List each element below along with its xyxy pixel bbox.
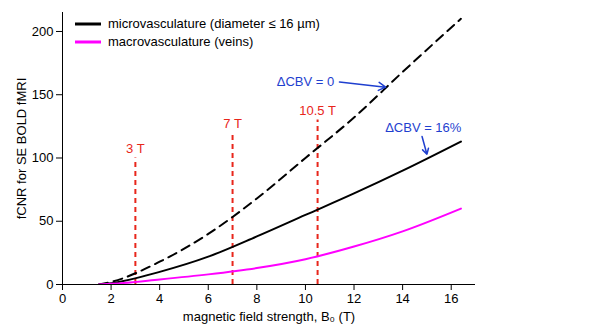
svg-text:0: 0: [59, 291, 66, 306]
svg-text:ΔCBV = 16%: ΔCBV = 16%: [385, 120, 462, 135]
html-text:microvasculature (diameter ≤ 1: microvasculature (diameter ≤ 16 µm): [108, 16, 320, 31]
svg-text:2: 2: [107, 291, 114, 306]
svg-text:ΔCBV = 0: ΔCBV = 0: [277, 74, 334, 89]
html-text:macrovasculature (veins): macrovasculature (veins): [108, 34, 254, 49]
svg-text:100: 100: [32, 150, 54, 165]
svg-text:12: 12: [347, 291, 361, 306]
svg-text:3 T: 3 T: [126, 141, 145, 156]
svg-text:200: 200: [32, 24, 54, 39]
svg-text:10: 10: [298, 291, 312, 306]
svg-text:50: 50: [39, 213, 53, 228]
svg-text:4: 4: [156, 291, 163, 306]
svg-text:magnetic field strength, B₀ (T: magnetic field strength, B₀ (T): [183, 309, 355, 324]
svg-text:fCNR for SE BOLD fMRI: fCNR for SE BOLD fMRI: [14, 78, 29, 220]
svg-text:150: 150: [32, 87, 54, 102]
svg-text:0: 0: [46, 277, 53, 292]
svg-text:6: 6: [205, 291, 212, 306]
svg-text:7 T: 7 T: [223, 116, 242, 131]
svg-text:8: 8: [253, 291, 260, 306]
svg-text:14: 14: [395, 291, 409, 306]
svg-text:16: 16: [444, 291, 458, 306]
svg-text:10.5 T: 10.5 T: [299, 103, 336, 118]
